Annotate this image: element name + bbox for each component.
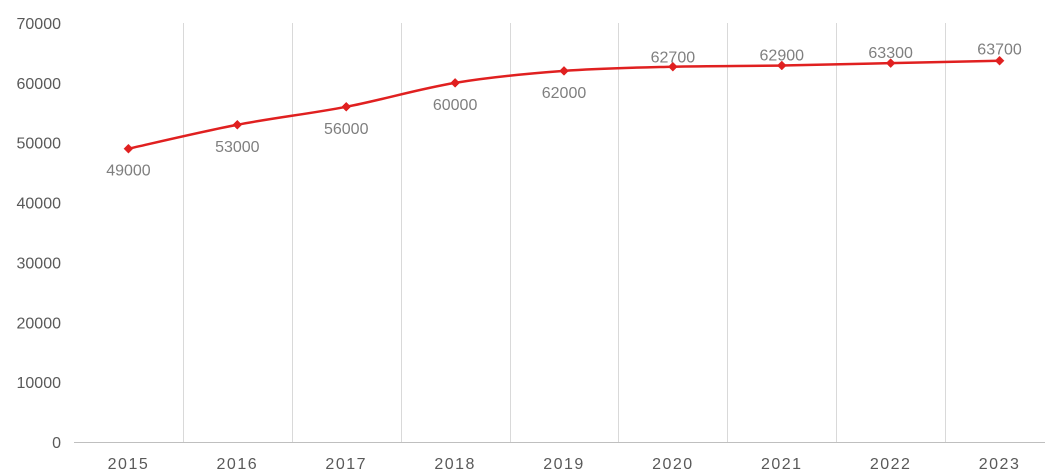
data-labels: 49000 53000 56000 60000 62000 62700 62900 63300…	[106, 42, 1022, 180]
x-tick-label: 2019	[543, 456, 585, 471]
data-point-marker	[341, 101, 352, 112]
x-tick-label: 2015	[108, 456, 150, 471]
x-tick-label: 2016	[217, 456, 259, 471]
data-label: 56000	[324, 121, 369, 138]
y-tick-label: 30000	[17, 255, 62, 272]
y-tick-label: 20000	[17, 315, 62, 332]
data-label: 63700	[977, 42, 1022, 59]
data-label: 53000	[215, 139, 260, 156]
data-point-marker	[450, 78, 460, 88]
x-tick-labels: 2015 2016 2017 2018 2019 2020 2021 2022 2023	[108, 456, 1021, 471]
data-label: 60000	[433, 97, 478, 114]
y-tick-label: 70000	[17, 16, 62, 33]
y-tick-label: 10000	[17, 375, 62, 392]
series-markers	[123, 55, 1005, 154]
y-tick-label: 0	[52, 435, 61, 452]
y-tick-label: 60000	[17, 76, 62, 93]
data-label: 62700	[651, 50, 696, 67]
x-tick-label: 2018	[434, 456, 476, 471]
data-label: 62900	[760, 47, 805, 64]
vertical-gridlines	[183, 23, 946, 442]
x-tick-label: 2022	[870, 456, 912, 471]
data-point-marker	[559, 66, 569, 76]
x-tick-label: 2017	[325, 456, 367, 471]
x-tick-label: 2021	[761, 456, 803, 471]
data-label: 62000	[542, 85, 587, 102]
data-label: 49000	[106, 163, 151, 180]
y-tick-label: 40000	[17, 196, 62, 213]
data-point-marker	[123, 143, 134, 154]
data-point-marker	[668, 61, 678, 72]
x-tick-label: 2020	[652, 456, 694, 471]
x-tick-label: 2023	[979, 456, 1021, 471]
data-point-marker	[776, 60, 787, 71]
data-point-marker	[885, 58, 896, 68]
data-point-marker	[994, 55, 1005, 66]
data-label: 63300	[868, 45, 913, 62]
y-tick-label: 50000	[17, 136, 62, 153]
data-point-marker	[232, 119, 243, 130]
y-tick-labels: 0 10000 20000 30000 40000 50000 60000 70000	[17, 16, 62, 452]
